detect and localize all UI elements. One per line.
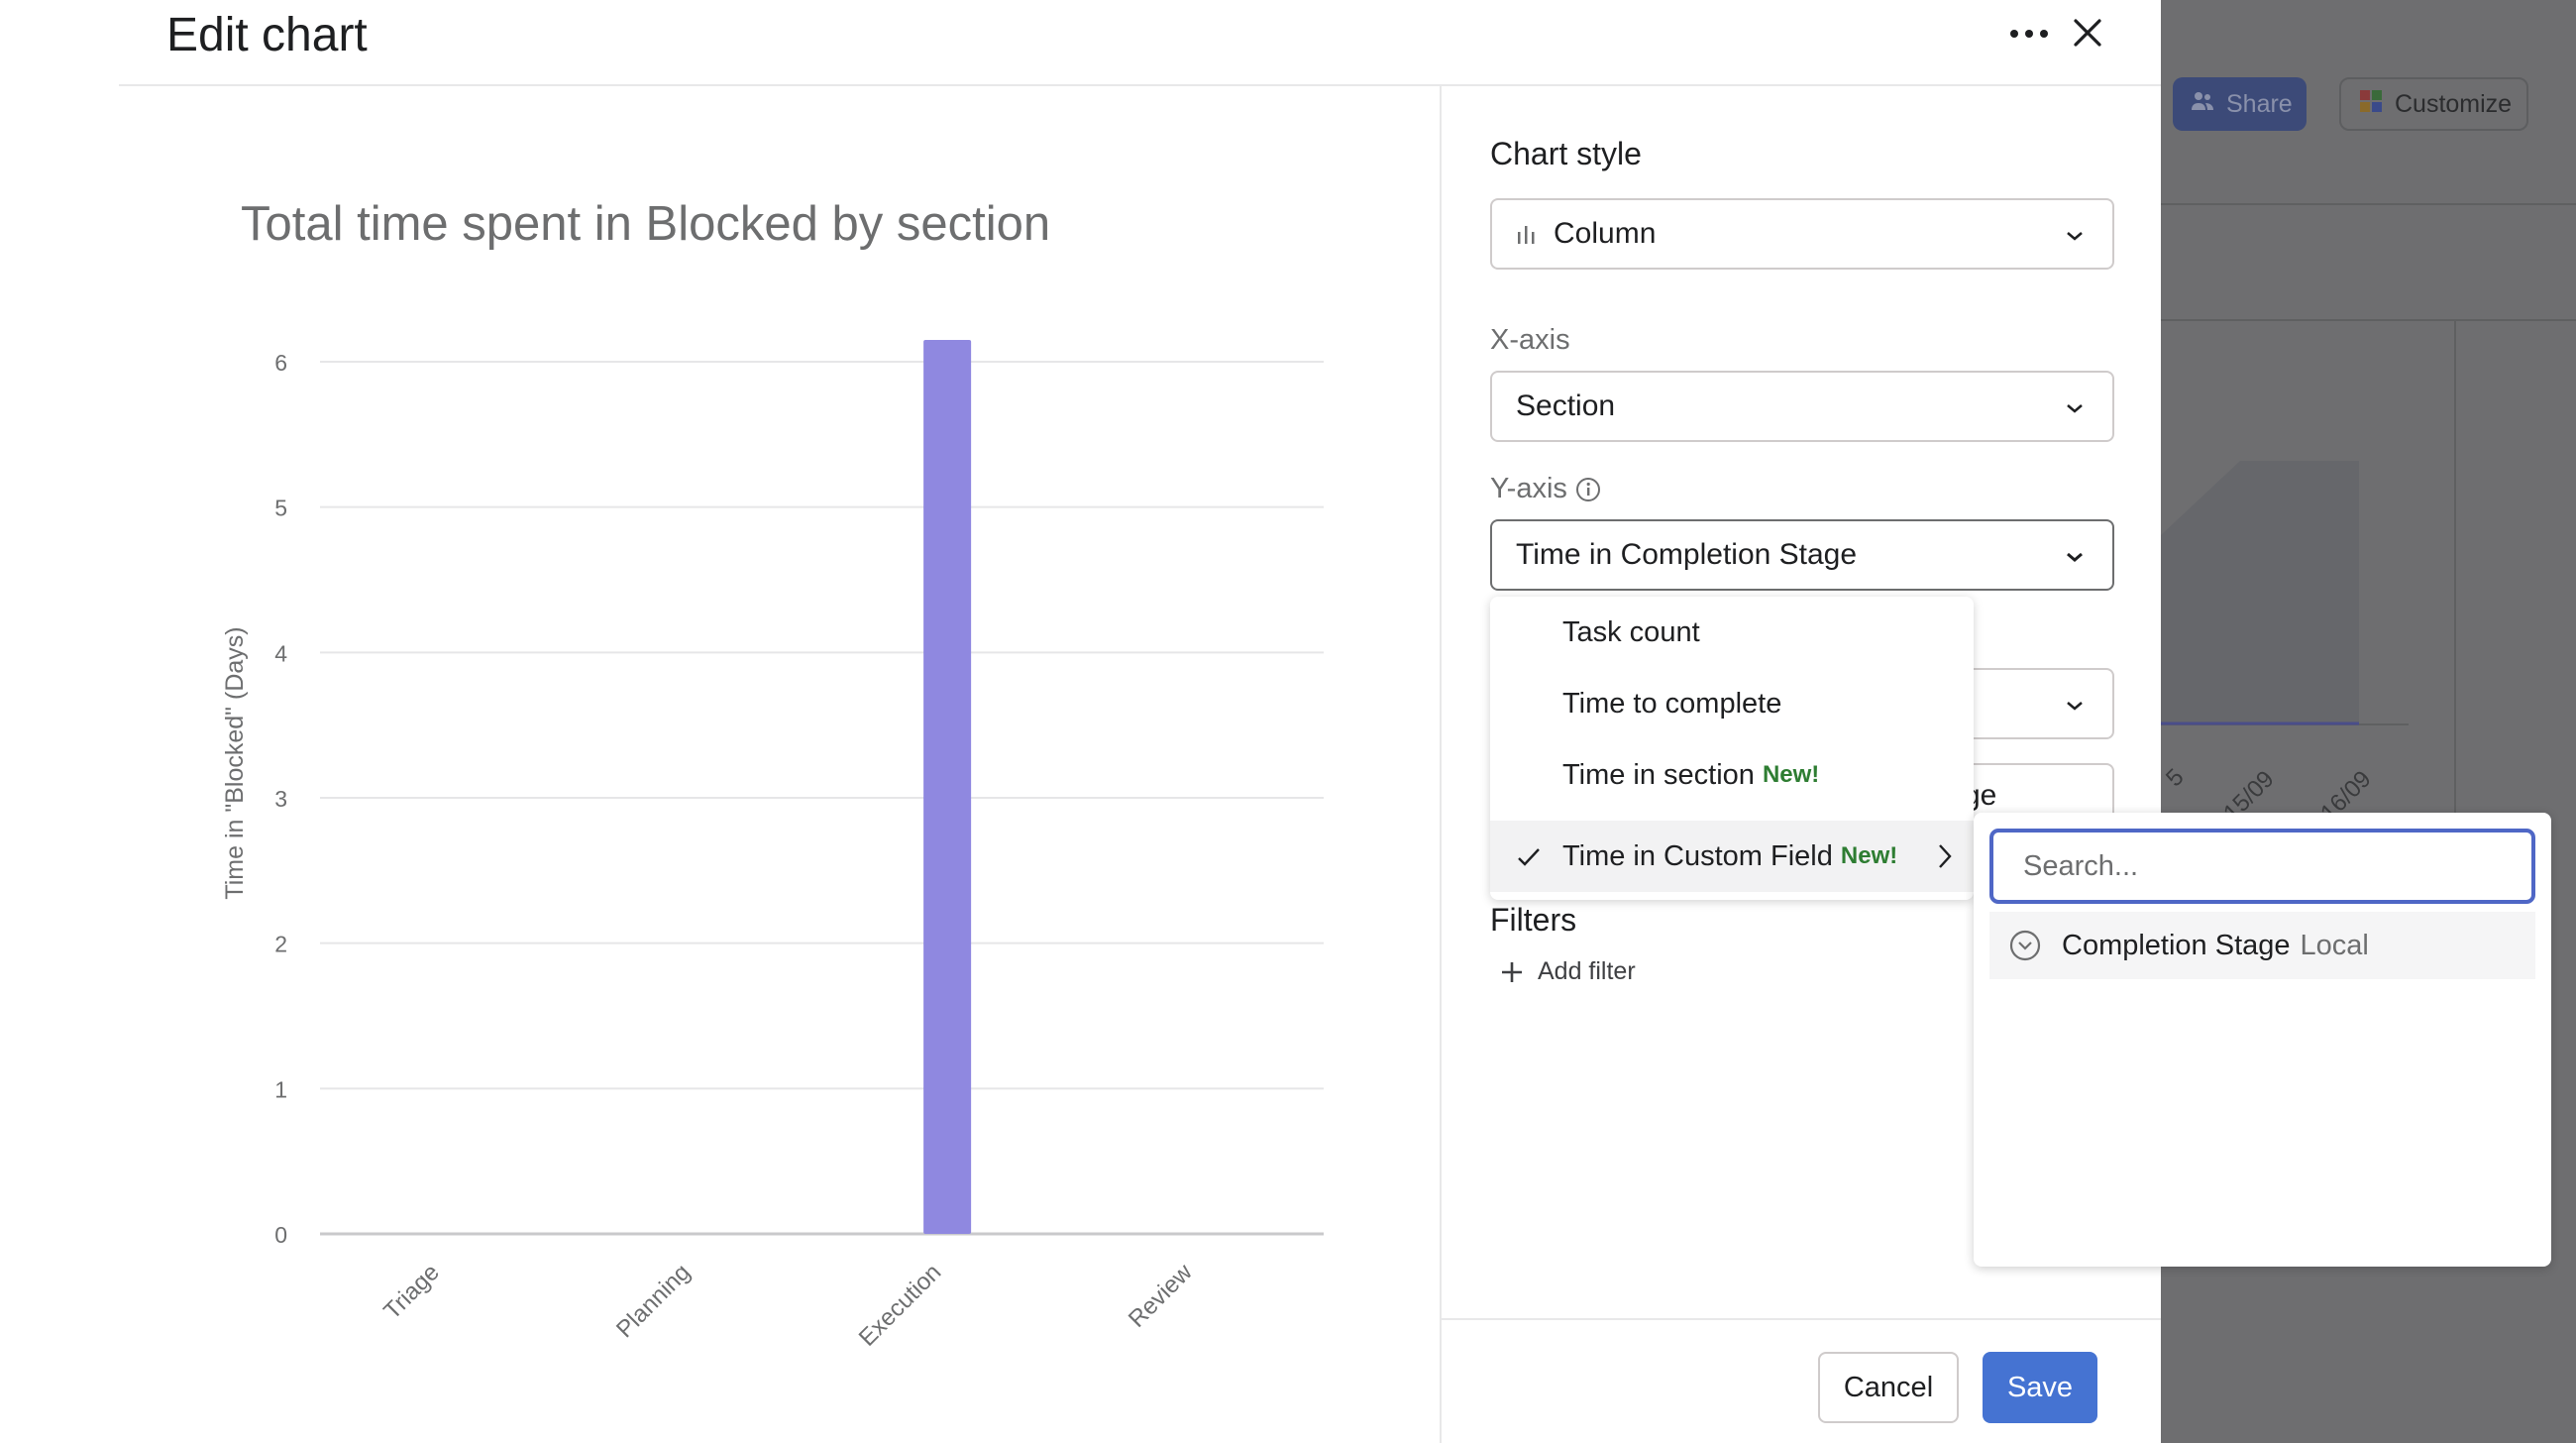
info-icon[interactable] xyxy=(1575,477,1601,502)
y-axis-label: Y-axis xyxy=(1490,473,1567,504)
menu-item-label: Time in section xyxy=(1562,758,1755,791)
y-tick-label: 5 xyxy=(274,496,287,521)
x-tick-label: Planning xyxy=(611,1259,696,1343)
people-icon xyxy=(2191,90,2214,119)
x-tick-label: Execution xyxy=(854,1259,947,1352)
chart-style-select[interactable]: Column xyxy=(1490,198,2114,270)
more-horizontal-icon xyxy=(2009,26,2049,44)
x-axis-select[interactable]: Section xyxy=(1490,371,2114,442)
bars xyxy=(923,340,972,1234)
y-tick-label: 6 xyxy=(274,350,287,376)
custom-field-search-input[interactable] xyxy=(1989,829,2535,904)
y-tick-label: 3 xyxy=(274,786,287,812)
y-axis-select[interactable]: Time in Completion Stage xyxy=(1490,519,2114,591)
customize-label: Customize xyxy=(2395,89,2513,118)
bg-tick-label: 5 xyxy=(2161,763,2190,793)
share-label: Share xyxy=(2226,89,2293,118)
y-tick-label: 1 xyxy=(274,1076,287,1102)
cancel-button[interactable]: Cancel xyxy=(1818,1352,1959,1423)
grid-lines xyxy=(320,361,1324,1236)
column-chart-icon xyxy=(1516,223,1538,245)
column-chart: 0 1 2 3 4 5 6 Triage Planning Execution Review Ti… xyxy=(221,340,1324,1352)
chevron-down-icon xyxy=(2063,692,2087,725)
customize-button[interactable]: Customize xyxy=(2339,77,2528,131)
x-axis-value: Section xyxy=(1516,389,1616,422)
menu-item-time-in-custom-field[interactable]: Time in Custom Field New! xyxy=(1490,821,1974,892)
chart-style-label: Chart style xyxy=(1490,136,1642,171)
chevron-down-icon xyxy=(2063,394,2087,428)
chevron-down-icon xyxy=(2063,222,2087,256)
y-axis-menu: Task count Time to complete Time in sect… xyxy=(1490,597,1974,900)
customize-icon xyxy=(2359,89,2383,120)
y-axis-label-row: Y-axis xyxy=(1490,473,1601,505)
bg-divider xyxy=(2161,319,2576,321)
chevron-down-icon xyxy=(2063,543,2087,577)
add-filter-button[interactable]: Add filter xyxy=(1500,957,1636,986)
check-icon xyxy=(1516,844,1542,877)
x-tick-label: Triage xyxy=(378,1259,445,1325)
option-tag: Local xyxy=(2300,929,2369,961)
y-tick-labels: 0 1 2 3 4 5 6 xyxy=(274,350,287,1248)
x-tick-label: Review xyxy=(1124,1259,1198,1333)
more-options-button[interactable] xyxy=(2001,10,2057,59)
panel-divider xyxy=(1440,85,1442,1443)
y-tick-label: 0 xyxy=(274,1222,287,1248)
bg-divider xyxy=(2161,203,2576,205)
save-button[interactable]: Save xyxy=(1983,1352,2097,1423)
new-badge: New! xyxy=(1840,842,1898,869)
x-tick-labels: Triage Planning Execution Review xyxy=(378,1259,1198,1352)
y-axis-label: Time in "Blocked" (Days) xyxy=(221,626,249,899)
y-tick-label: 2 xyxy=(274,932,287,957)
close-button[interactable] xyxy=(2065,12,2110,57)
bar-execution[interactable] xyxy=(923,340,972,1234)
edit-chart-dialog: Edit chart Total time spent in Blocked b… xyxy=(119,9,2535,1443)
dialog-title: Edit chart xyxy=(166,9,368,61)
y-axis-value: Time in Completion Stage xyxy=(1516,538,1858,571)
new-badge: New! xyxy=(1762,761,1820,788)
custom-field-option[interactable]: Completion Stage Local xyxy=(1989,912,2535,979)
header-divider xyxy=(119,84,2161,86)
x-axis-label: X-axis xyxy=(1490,324,1570,356)
close-icon xyxy=(2074,18,2101,52)
plus-icon xyxy=(1500,960,1524,984)
menu-item-label: Task count xyxy=(1562,615,1700,648)
filters-label: Filters xyxy=(1490,902,1577,938)
footer-divider xyxy=(1442,1318,2161,1320)
menu-item-time-in-section[interactable]: Time in section New! xyxy=(1490,739,1974,811)
bg-area-chart xyxy=(2161,461,2359,725)
add-filter-label: Add filter xyxy=(1538,957,1636,985)
menu-item-task-count[interactable]: Task count xyxy=(1490,597,1974,668)
chart-style-value: Column xyxy=(1554,217,1657,250)
y-tick-label: 4 xyxy=(274,640,287,666)
dropdown-field-icon xyxy=(2009,930,2041,969)
share-button[interactable]: Share xyxy=(2173,77,2307,131)
custom-field-submenu: Completion Stage Local xyxy=(1974,813,2551,1267)
bg-divider xyxy=(2454,319,2456,815)
menu-item-label: Time in Custom Field xyxy=(1562,839,1833,872)
chevron-right-icon xyxy=(1936,842,1954,878)
option-label: Completion Stage xyxy=(2062,929,2291,961)
menu-item-label: Time to complete xyxy=(1562,687,1782,720)
menu-item-time-to-complete[interactable]: Time to complete xyxy=(1490,668,1974,739)
chart-title: Total time spent in Blocked by section xyxy=(241,197,1051,251)
